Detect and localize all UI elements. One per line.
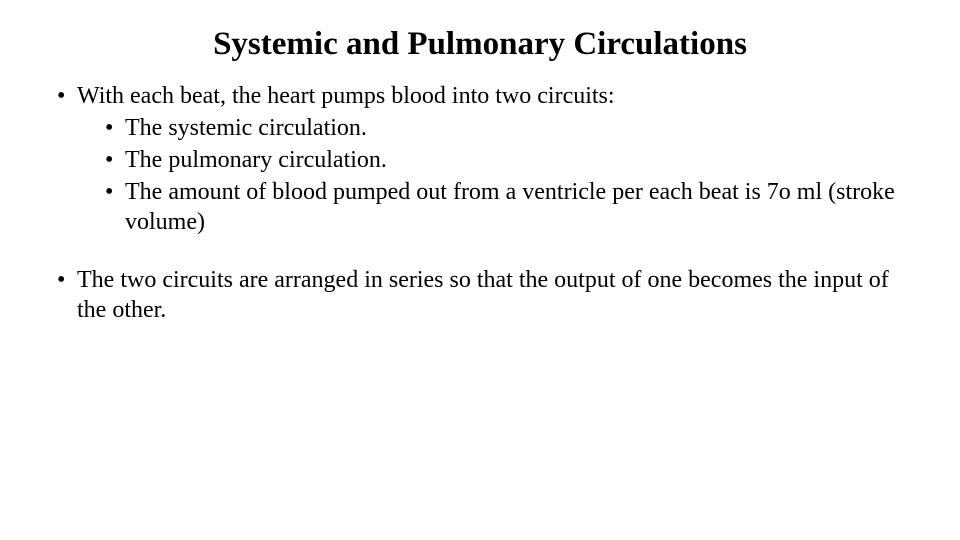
bullet-text: The two circuits are arranged in series … xyxy=(77,267,889,323)
bullet-list-level1: With each beat, the heart pumps blood in… xyxy=(45,81,915,237)
slide: Systemic and Pulmonary Circulations With… xyxy=(0,0,960,540)
bullet-list-level1: The two circuits are arranged in series … xyxy=(45,265,915,325)
bullet-text: With each beat, the heart pumps blood in… xyxy=(77,83,615,109)
slide-body: With each beat, the heart pumps blood in… xyxy=(45,81,915,325)
list-item: The two circuits are arranged in series … xyxy=(63,265,915,325)
spacer xyxy=(45,239,915,265)
list-item: With each beat, the heart pumps blood in… xyxy=(63,81,915,237)
list-item: The pulmonary circulation. xyxy=(111,145,915,175)
bullet-text: The systemic circulation. xyxy=(125,115,367,141)
bullet-list-level2: The systemic circulation. The pulmonary … xyxy=(77,113,915,237)
list-item: The systemic circulation. xyxy=(111,113,915,143)
bullet-text: The amount of blood pumped out from a ve… xyxy=(125,179,895,235)
list-item: The amount of blood pumped out from a ve… xyxy=(111,177,915,237)
slide-title: Systemic and Pulmonary Circulations xyxy=(45,26,915,63)
bullet-text: The pulmonary circulation. xyxy=(125,147,387,173)
